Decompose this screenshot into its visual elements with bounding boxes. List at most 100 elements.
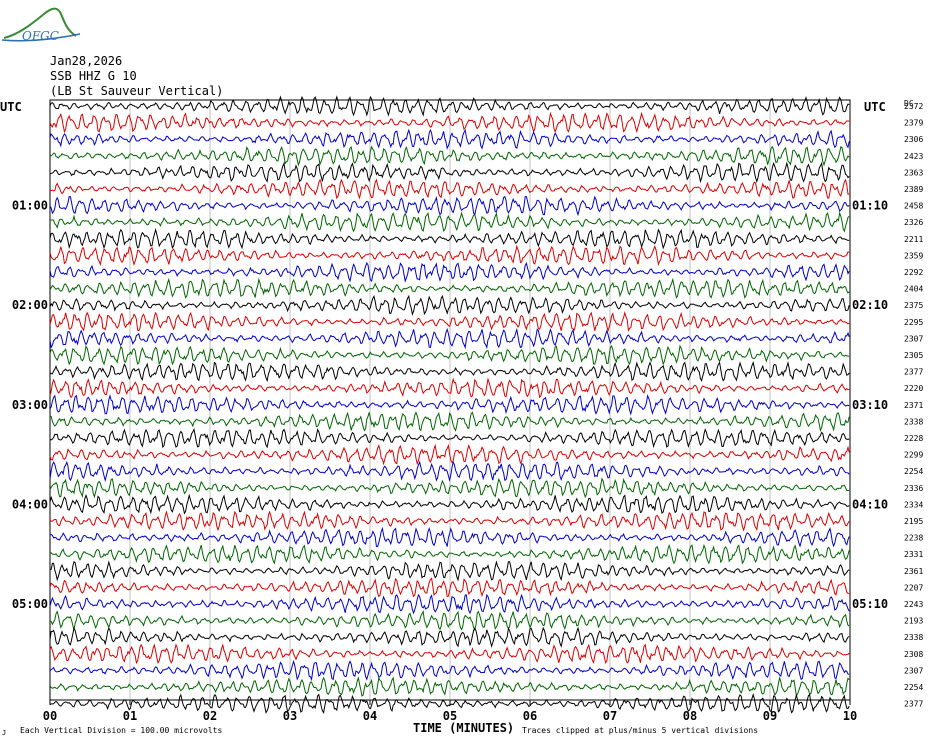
traces xyxy=(49,95,850,715)
dc-value: 2379 xyxy=(904,119,923,128)
x-tick-label: 01 xyxy=(123,709,137,723)
dc-value: 2254 xyxy=(904,467,923,476)
time-label: 03:00 xyxy=(12,398,48,412)
header-date: Jan28,2026 xyxy=(50,54,122,68)
dc-value: 2211 xyxy=(904,235,923,244)
trace-line xyxy=(49,261,850,283)
trace-line xyxy=(49,145,850,167)
dc-value: 2228 xyxy=(904,434,923,443)
x-tick-label: 03 xyxy=(283,709,297,723)
dc-value: 2361 xyxy=(904,567,923,576)
dc-value: 2377 xyxy=(904,368,923,377)
trace-line xyxy=(49,161,850,184)
dc-value: 2326 xyxy=(904,218,923,227)
trace-line xyxy=(49,493,850,515)
dc-value: 2299 xyxy=(904,451,923,460)
dc-value: 2207 xyxy=(904,583,923,592)
x-tick-label: 00 xyxy=(43,709,57,723)
trace-line xyxy=(49,377,850,399)
trace-line xyxy=(49,227,850,250)
time-label: 04:00 xyxy=(12,497,48,511)
x-tick-label: 06 xyxy=(523,709,537,723)
x-tick-label: 07 xyxy=(603,709,617,723)
dc-value: 2220 xyxy=(904,384,923,393)
time-label: 01:00 xyxy=(12,199,48,213)
x-tick-label: 05 xyxy=(443,709,457,723)
dc-value: 2359 xyxy=(904,251,923,260)
x-tick-label: 10 xyxy=(843,709,857,723)
trace-line xyxy=(49,277,850,299)
dc-value: 2404 xyxy=(904,285,923,294)
trace-line xyxy=(49,659,850,682)
dc-value: 2363 xyxy=(904,168,923,177)
dc-value: 2307 xyxy=(904,666,923,675)
dc-value: 2307 xyxy=(904,334,923,343)
header-location: (LB St Sauveur Vertical) xyxy=(50,84,223,98)
trace-line xyxy=(50,526,850,548)
time-label: 02:10 xyxy=(852,298,888,312)
dc-value: 2306 xyxy=(904,135,923,144)
dc-value: 2195 xyxy=(904,517,923,526)
dc-value: 2243 xyxy=(904,600,923,609)
trace-line xyxy=(49,360,850,383)
clip-note: Traces clipped at plus/minus 5 vertical … xyxy=(522,726,758,735)
trace-line xyxy=(49,427,850,449)
trace-line xyxy=(50,543,850,565)
trace-line xyxy=(49,477,850,499)
dc-value: 2375 xyxy=(904,301,923,310)
trace-line xyxy=(49,560,850,582)
dc-value: 2423 xyxy=(904,152,923,161)
left-time-labels: 01:00 02:00 03:00 04:00 05:00 xyxy=(12,199,48,611)
logo-text: OFGC xyxy=(22,29,59,43)
trace-line xyxy=(49,692,850,715)
right-time-labels: 01:10 02:10 03:10 04:10 05:10 xyxy=(852,199,888,611)
trace-line xyxy=(49,244,850,267)
grid xyxy=(129,100,771,700)
dc-value: 2338 xyxy=(904,633,923,642)
trace-line xyxy=(49,411,850,433)
dc-value: 2292 xyxy=(904,268,923,277)
utc-label-left: UTC xyxy=(0,100,22,114)
dc-value: 2305 xyxy=(904,351,923,360)
time-label: 03:10 xyxy=(852,398,888,412)
trace-line xyxy=(49,593,850,615)
dc-value: 2331 xyxy=(904,550,923,559)
trace-line xyxy=(49,310,850,333)
time-label: 04:10 xyxy=(852,497,888,511)
time-label: 01:10 xyxy=(852,199,888,213)
trace-line xyxy=(49,211,850,233)
utc-label-right: UTC xyxy=(864,100,886,114)
trace-line xyxy=(49,344,850,366)
trace-line xyxy=(49,327,850,350)
dc-value: 2295 xyxy=(904,318,923,327)
trace-line xyxy=(49,610,850,631)
trace-line xyxy=(49,195,850,217)
dc-value-labels: 2372 2379 2306 2423 2363 2389 2458 2326 2211 2359… xyxy=(904,102,923,709)
trace-line xyxy=(49,178,850,200)
trace-line xyxy=(49,577,850,598)
dc-value: 2458 xyxy=(904,202,923,211)
trace-line xyxy=(49,294,850,316)
x-axis-label: TIME (MINUTES) xyxy=(413,721,514,735)
logo-swoosh-icon xyxy=(1,33,81,42)
dc-value: 2372 xyxy=(904,102,923,111)
time-label: 02:00 xyxy=(12,298,48,312)
dc-value: 2308 xyxy=(904,650,923,659)
trace-line xyxy=(49,676,850,698)
header-station: SSB HHZ G 10 xyxy=(50,69,137,83)
dc-value: 2338 xyxy=(904,417,923,426)
trace-line xyxy=(49,460,850,483)
dc-value: 2334 xyxy=(904,500,923,509)
trace-line xyxy=(49,626,850,648)
dc-value: 2254 xyxy=(904,683,923,692)
x-tick-label: 02 xyxy=(203,709,217,723)
x-tick-label: 04 xyxy=(363,709,377,723)
dc-value: 2238 xyxy=(904,534,923,543)
dc-label: DC xyxy=(904,99,914,108)
dc-value: 2371 xyxy=(904,401,923,410)
trace-line xyxy=(49,443,850,466)
x-axis-ticks: 00 01 02 03 04 05 06 07 08 09 10 xyxy=(43,700,857,723)
time-label: 05:00 xyxy=(12,597,48,611)
dc-value: 2377 xyxy=(904,700,923,709)
